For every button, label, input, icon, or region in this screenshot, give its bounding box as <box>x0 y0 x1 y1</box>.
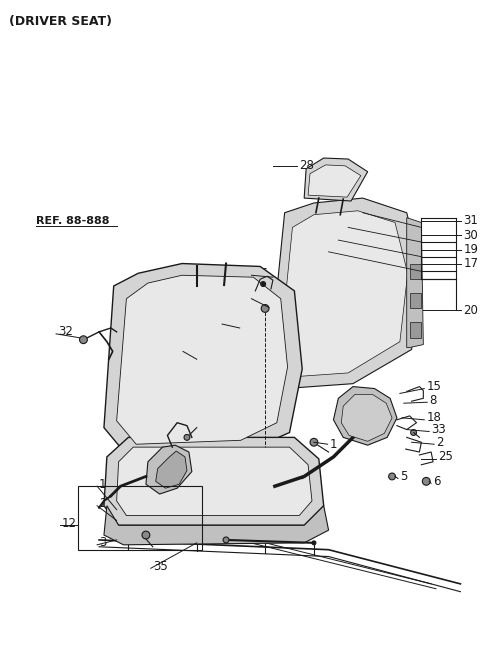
Text: 23: 23 <box>99 497 114 510</box>
Text: 32: 32 <box>58 326 73 339</box>
Circle shape <box>223 537 229 543</box>
Text: 5: 5 <box>400 470 407 483</box>
Polygon shape <box>146 445 192 494</box>
Polygon shape <box>117 447 312 515</box>
Text: 28: 28 <box>299 159 314 172</box>
Text: 31: 31 <box>463 214 478 227</box>
Text: 20: 20 <box>463 304 478 317</box>
Text: 4: 4 <box>185 343 192 356</box>
Circle shape <box>310 438 318 446</box>
Circle shape <box>410 430 417 436</box>
Text: 12: 12 <box>62 517 77 530</box>
Text: 1: 1 <box>330 438 337 451</box>
Text: 13: 13 <box>99 477 114 491</box>
Text: 25: 25 <box>438 451 453 463</box>
Circle shape <box>422 477 430 485</box>
Polygon shape <box>270 198 421 388</box>
Text: (DRIVER SEAT): (DRIVER SEAT) <box>9 16 112 28</box>
Polygon shape <box>104 263 302 457</box>
Polygon shape <box>280 211 408 377</box>
Polygon shape <box>334 386 397 445</box>
Text: 2: 2 <box>436 436 444 449</box>
Text: 17: 17 <box>463 257 479 270</box>
Text: 30: 30 <box>463 229 478 242</box>
Circle shape <box>80 336 87 344</box>
Circle shape <box>142 531 150 539</box>
Text: 24: 24 <box>224 316 239 329</box>
Text: 26: 26 <box>253 267 268 280</box>
Polygon shape <box>409 322 421 338</box>
Circle shape <box>389 473 396 480</box>
Polygon shape <box>409 263 421 279</box>
Text: 19: 19 <box>463 244 479 256</box>
Circle shape <box>312 541 316 545</box>
Text: 3: 3 <box>99 536 107 550</box>
Text: 33: 33 <box>431 423 446 436</box>
Polygon shape <box>407 217 423 348</box>
Text: 8: 8 <box>429 394 436 407</box>
Circle shape <box>261 282 265 286</box>
Polygon shape <box>308 165 361 197</box>
Text: 35: 35 <box>153 560 168 573</box>
Circle shape <box>184 434 190 440</box>
Polygon shape <box>409 293 421 309</box>
Polygon shape <box>104 506 329 545</box>
Text: REF. 88-888: REF. 88-888 <box>36 215 109 225</box>
Polygon shape <box>156 451 187 488</box>
Text: 15: 15 <box>426 380 441 393</box>
Circle shape <box>261 305 269 312</box>
Polygon shape <box>117 275 288 444</box>
Polygon shape <box>104 438 324 525</box>
Polygon shape <box>341 394 392 441</box>
Text: 6: 6 <box>433 475 441 488</box>
Text: 18: 18 <box>426 411 441 424</box>
Text: 3: 3 <box>253 290 261 303</box>
Polygon shape <box>304 158 368 201</box>
